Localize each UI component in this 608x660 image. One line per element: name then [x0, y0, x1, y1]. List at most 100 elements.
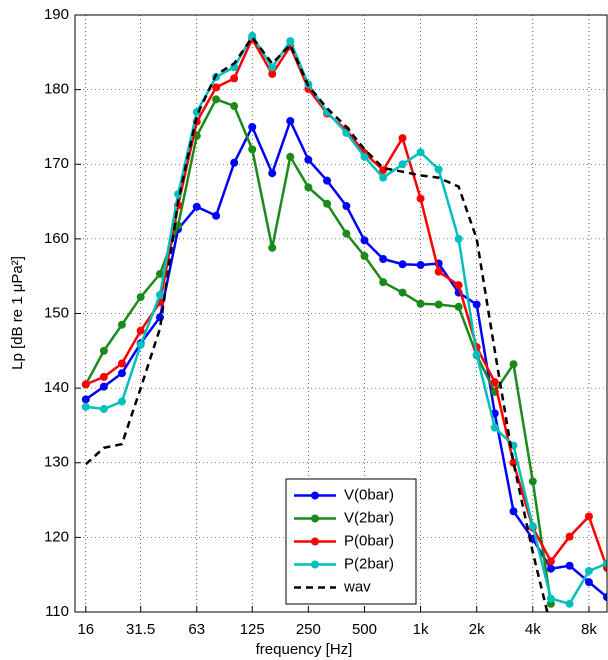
- data-point: [230, 74, 239, 83]
- x-tick-label: 16: [77, 621, 94, 638]
- x-tick-label: 125: [240, 621, 265, 638]
- data-point: [212, 83, 221, 92]
- data-point: [212, 211, 221, 220]
- x-tick-label: 63: [188, 621, 205, 638]
- data-point: [136, 326, 145, 335]
- data-point: [546, 557, 555, 566]
- data-point: [398, 134, 407, 143]
- data-point: [117, 397, 126, 406]
- y-tick-label: 140: [44, 379, 69, 396]
- data-point: [528, 522, 537, 531]
- data-point: [323, 199, 332, 208]
- x-tick-label: 500: [352, 621, 377, 638]
- data-point: [286, 116, 295, 125]
- data-point: [509, 360, 518, 369]
- data-point: [99, 382, 108, 391]
- data-point: [230, 102, 239, 111]
- data-point: [360, 252, 369, 261]
- data-point: [584, 566, 593, 575]
- data-point: [136, 340, 145, 349]
- x-tick-label: 4k: [525, 621, 541, 638]
- data-point: [379, 255, 388, 264]
- data-point: [268, 169, 277, 178]
- legend-label: V(2bar): [344, 509, 394, 526]
- data-point: [416, 194, 425, 203]
- data-point: [528, 477, 537, 486]
- legend-label: P(2bar): [344, 555, 394, 572]
- legend-marker: [311, 514, 319, 523]
- data-point: [323, 176, 332, 185]
- data-point: [379, 166, 388, 175]
- y-tick-label: 170: [44, 155, 69, 172]
- data-point: [398, 160, 407, 169]
- data-point: [136, 293, 145, 302]
- data-point: [379, 173, 388, 182]
- data-point: [192, 202, 201, 211]
- data-point: [117, 359, 126, 368]
- x-tick-label: 1k: [413, 621, 429, 638]
- data-point: [248, 122, 257, 131]
- data-point: [286, 37, 295, 46]
- data-point: [509, 458, 518, 467]
- y-tick-label: 160: [44, 230, 69, 247]
- data-point: [81, 395, 90, 404]
- data-point: [360, 236, 369, 245]
- y-tick-label: 180: [44, 81, 69, 98]
- plot-lines: [81, 31, 607, 612]
- data-point: [81, 380, 90, 389]
- data-point: [546, 594, 555, 603]
- data-point: [268, 243, 277, 252]
- data-point: [454, 234, 463, 243]
- data-point: [603, 559, 607, 568]
- data-point: [248, 145, 257, 154]
- data-point: [155, 290, 164, 299]
- legend-marker: [311, 560, 319, 569]
- x-tick-label: 31.5: [126, 621, 155, 638]
- data-point: [304, 183, 313, 192]
- data-point: [472, 350, 481, 359]
- x-tick-label: 250: [296, 621, 321, 638]
- data-point: [155, 269, 164, 278]
- data-point: [546, 564, 555, 573]
- data-point: [117, 369, 126, 378]
- data-point: [472, 300, 481, 309]
- data-point: [379, 278, 388, 287]
- data-point: [603, 593, 607, 602]
- data-point: [212, 95, 221, 104]
- series-line: [84, 35, 549, 612]
- y-tick-label: 130: [44, 454, 69, 471]
- data-point: [565, 599, 574, 608]
- data-point: [416, 260, 425, 269]
- data-point: [565, 561, 574, 570]
- data-point: [434, 165, 443, 174]
- data-point: [416, 299, 425, 308]
- data-point: [416, 148, 425, 157]
- data-point: [304, 155, 313, 164]
- data-point: [490, 423, 499, 432]
- data-point: [81, 402, 90, 411]
- legend-label: V(0bar): [344, 486, 394, 503]
- data-point: [268, 69, 277, 78]
- data-point: [490, 378, 499, 387]
- data-point: [248, 31, 257, 40]
- y-tick-label: 190: [44, 6, 69, 23]
- data-point: [584, 512, 593, 521]
- x-tick-label: 8k: [581, 621, 597, 638]
- data-point: [99, 405, 108, 414]
- data-point: [434, 267, 443, 276]
- data-point: [565, 532, 574, 541]
- data-point: [398, 288, 407, 297]
- data-point: [360, 152, 369, 161]
- legend-marker: [311, 537, 319, 546]
- y-tick-label: 110: [45, 603, 69, 620]
- x-axis-label: frequency [Hz]: [256, 641, 353, 658]
- data-point: [454, 281, 463, 290]
- data-point: [99, 372, 108, 381]
- y-axis-label: Lp [dB re 1 μPa²]: [9, 256, 26, 370]
- data-point: [286, 152, 295, 161]
- data-point: [584, 578, 593, 587]
- y-tick-label: 120: [44, 528, 69, 545]
- legend-label: P(0bar): [344, 532, 394, 549]
- data-point: [117, 320, 126, 329]
- y-tick-label: 150: [44, 304, 69, 321]
